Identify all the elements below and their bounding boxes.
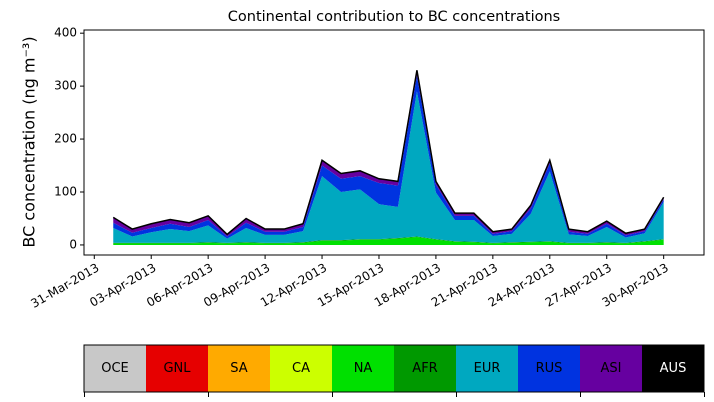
legend-label: AUS [660,361,687,376]
area [113,236,664,244]
legend-label: OCE [101,361,129,376]
colorbar-ticks [84,392,705,397]
y-tick-label: 400 [54,26,77,40]
area [113,91,664,243]
legend-frame [83,344,705,393]
legend-swatch [146,345,208,392]
y-tick-label: 300 [54,79,77,93]
legend-swatch [332,345,394,392]
area [112,70,665,236]
plot-frame [83,29,705,256]
legend-swatch [642,345,704,392]
y-tick-label: 200 [54,132,77,146]
legend-label: AFR [412,361,437,376]
legend-swatch [518,345,580,392]
legend-label: NA [354,361,373,376]
legend-swatch [270,345,332,392]
legend-swatch [456,345,518,392]
legend-swatch [208,345,270,392]
area [113,237,664,245]
legend-label: CA [292,361,310,376]
legend-swatch [580,345,642,392]
legend-label: SA [230,361,247,376]
y-tick-label: 0 [69,237,77,251]
legend-label: EUR [474,361,501,376]
legend-swatch [84,345,146,392]
chart-title: Continental contribution to BC concentra… [228,9,560,25]
legend-swatch [394,345,456,392]
y-tick-label: 100 [54,185,77,199]
legend-label: ASI [601,361,622,376]
legend-label: RUS [536,361,563,376]
legend-label: GNL [163,361,191,376]
y-axis-label: BC concentration (ng m⁻³) [20,36,39,247]
